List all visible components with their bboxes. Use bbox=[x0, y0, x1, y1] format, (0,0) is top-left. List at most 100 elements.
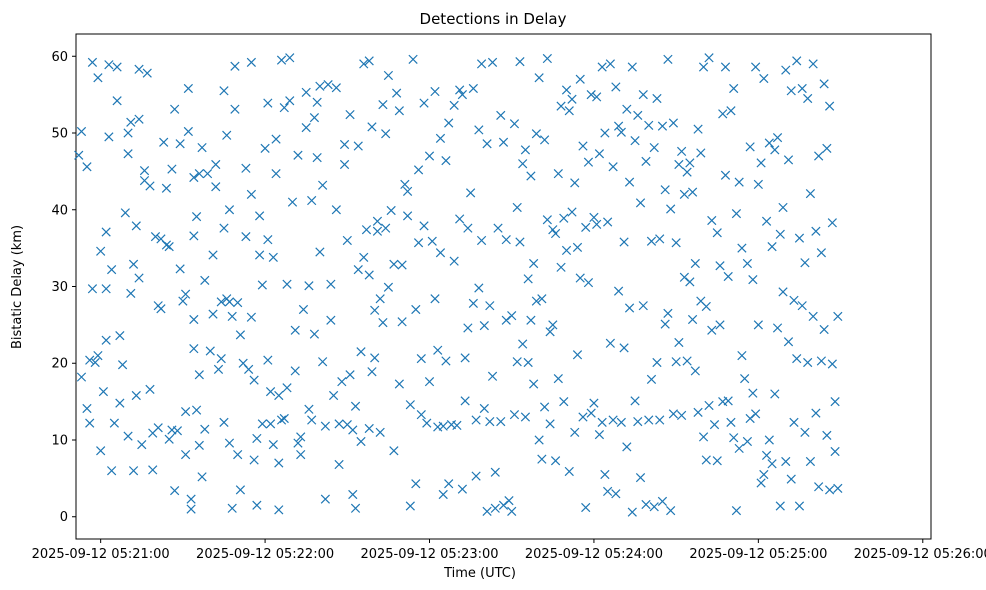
data-point bbox=[570, 427, 580, 437]
data-point bbox=[701, 455, 711, 465]
x-tick-label: 2025-09-12 05:22:00 bbox=[196, 547, 334, 562]
data-point bbox=[726, 417, 736, 427]
data-point bbox=[712, 228, 722, 238]
data-point bbox=[145, 181, 155, 191]
data-point bbox=[660, 319, 670, 329]
data-point bbox=[148, 465, 158, 475]
data-point bbox=[164, 241, 174, 252]
data-point bbox=[381, 223, 391, 233]
data-point bbox=[707, 215, 717, 226]
x-tick-label: 2025-09-12 05:24:00 bbox=[525, 547, 663, 562]
data-point bbox=[219, 223, 229, 233]
data-point bbox=[723, 396, 733, 406]
y-axis-label: Bistatic Delay (km) bbox=[10, 225, 25, 349]
data-point bbox=[183, 126, 193, 137]
data-point bbox=[224, 297, 235, 307]
data-point bbox=[260, 143, 270, 153]
data-point bbox=[82, 403, 92, 414]
data-point bbox=[792, 56, 802, 66]
data-point bbox=[189, 344, 199, 354]
data-point bbox=[213, 364, 224, 375]
data-point bbox=[496, 110, 506, 120]
data-point bbox=[375, 427, 385, 437]
data-point bbox=[263, 98, 273, 108]
data-point bbox=[786, 474, 796, 484]
data-point bbox=[455, 214, 465, 224]
data-point bbox=[792, 354, 802, 364]
data-point bbox=[134, 273, 144, 283]
data-point bbox=[276, 415, 287, 425]
data-point bbox=[690, 366, 700, 376]
data-point bbox=[375, 294, 385, 304]
data-point bbox=[350, 401, 361, 411]
data-point bbox=[583, 157, 594, 167]
data-point bbox=[704, 400, 714, 411]
y-tick-label: 50 bbox=[51, 127, 68, 142]
data-point bbox=[649, 142, 659, 153]
data-point bbox=[348, 489, 358, 500]
data-point bbox=[816, 356, 827, 366]
data-point bbox=[82, 162, 92, 172]
data-point bbox=[249, 375, 259, 385]
data-point bbox=[139, 165, 150, 176]
data-point bbox=[501, 315, 511, 325]
data-point bbox=[216, 297, 226, 307]
data-point bbox=[320, 494, 330, 504]
data-point bbox=[416, 410, 426, 420]
data-point bbox=[208, 309, 218, 319]
data-point bbox=[159, 137, 169, 147]
data-point bbox=[411, 304, 421, 315]
data-point bbox=[265, 387, 276, 397]
data-point bbox=[345, 109, 355, 120]
data-point bbox=[180, 449, 191, 460]
data-point bbox=[704, 53, 714, 63]
data-point bbox=[646, 374, 657, 384]
x-axis-ticks: 2025-09-12 05:21:00 2025-09-12 05:22:00 20… bbox=[32, 539, 986, 562]
data-point bbox=[490, 467, 500, 477]
data-point bbox=[759, 469, 769, 480]
data-point bbox=[433, 345, 443, 355]
data-point bbox=[307, 415, 317, 425]
data-point bbox=[224, 438, 235, 448]
data-point bbox=[811, 226, 821, 236]
data-point bbox=[649, 502, 659, 512]
data-point bbox=[693, 407, 703, 417]
data-point bbox=[520, 145, 531, 155]
data-point bbox=[200, 424, 210, 434]
data-point bbox=[444, 118, 454, 128]
data-point bbox=[539, 402, 550, 412]
data-point bbox=[186, 504, 196, 514]
data-point bbox=[334, 419, 344, 429]
data-point bbox=[230, 104, 240, 114]
data-point bbox=[745, 413, 755, 424]
data-point bbox=[786, 86, 796, 96]
data-point bbox=[402, 186, 413, 196]
data-point bbox=[534, 73, 544, 83]
data-point bbox=[359, 252, 369, 262]
data-point bbox=[263, 355, 273, 365]
data-point bbox=[394, 106, 404, 116]
chart-title: Detections in Delay bbox=[420, 10, 567, 28]
data-point bbox=[307, 195, 317, 206]
data-point bbox=[794, 233, 805, 243]
data-point bbox=[690, 258, 700, 269]
data-point bbox=[411, 479, 421, 489]
data-point bbox=[180, 289, 191, 299]
data-point bbox=[468, 298, 478, 309]
data-point bbox=[452, 420, 462, 431]
data-point bbox=[627, 507, 637, 517]
data-point bbox=[90, 357, 100, 368]
data-point bbox=[616, 127, 626, 137]
data-point bbox=[559, 213, 569, 223]
data-point bbox=[824, 485, 835, 495]
data-point bbox=[550, 228, 561, 239]
data-point bbox=[441, 356, 451, 366]
data-point bbox=[611, 489, 621, 499]
data-point bbox=[518, 159, 528, 169]
data-point bbox=[350, 503, 361, 513]
data-point bbox=[539, 135, 550, 145]
data-point bbox=[211, 159, 221, 170]
data-point bbox=[134, 114, 144, 124]
data-point bbox=[137, 439, 147, 450]
data-point bbox=[611, 82, 621, 92]
